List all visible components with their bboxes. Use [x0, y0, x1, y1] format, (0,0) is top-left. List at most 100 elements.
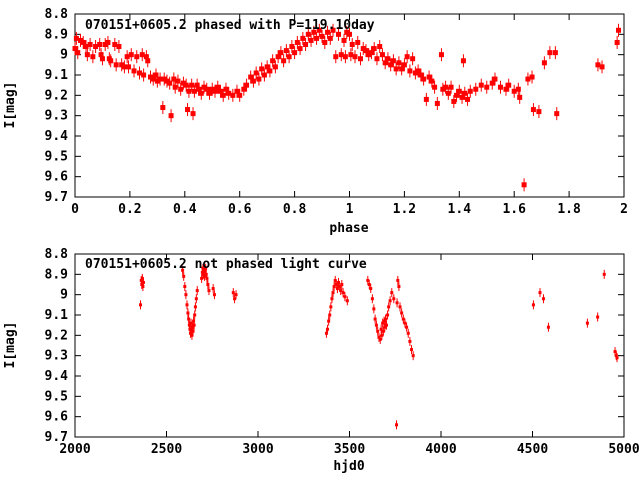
- x-tick-label: 0.2: [118, 202, 141, 217]
- data-point: [341, 291, 345, 295]
- data-point: [72, 46, 78, 52]
- data-point: [404, 54, 410, 60]
- y-tick-label: 8.8: [45, 247, 69, 262]
- data-point: [164, 78, 170, 84]
- data-point: [400, 311, 404, 315]
- x-tick-label: 5000: [608, 442, 639, 457]
- data-point: [343, 295, 347, 299]
- data-point: [331, 291, 335, 295]
- data-point: [212, 293, 216, 297]
- y-tick-label: 9.4: [45, 369, 69, 384]
- data-point: [503, 86, 509, 92]
- data-point: [438, 52, 444, 58]
- data-point: [201, 272, 205, 276]
- y-tick-label: 8.9: [45, 267, 68, 282]
- y-tick-label: 9.5: [45, 389, 68, 404]
- data-point: [382, 319, 386, 323]
- data-point: [234, 293, 238, 297]
- data-point: [337, 280, 341, 284]
- data-point: [84, 52, 90, 58]
- y-tick-label: 9.5: [45, 149, 68, 164]
- data-point: [387, 305, 391, 309]
- data-point: [334, 283, 338, 286]
- data-point: [237, 92, 243, 98]
- data-point: [189, 321, 193, 325]
- data-point: [207, 289, 211, 293]
- data-point: [326, 327, 330, 331]
- data-point: [324, 331, 328, 335]
- data-point: [423, 96, 429, 102]
- data-point: [93, 44, 99, 50]
- x-tick-label: 0.6: [228, 202, 252, 217]
- data-point: [338, 285, 342, 289]
- data-point: [185, 107, 191, 113]
- data-point: [367, 283, 371, 286]
- data-point: [139, 52, 145, 58]
- data-point: [395, 301, 399, 305]
- data-point: [270, 58, 276, 64]
- data-point: [547, 50, 553, 56]
- data-point: [478, 82, 484, 88]
- data-point: [327, 35, 333, 41]
- data-point: [141, 285, 145, 289]
- plot-title: 070151+0605.2 not phased light curve: [85, 257, 367, 272]
- data-point: [546, 325, 550, 329]
- data-point: [531, 303, 535, 307]
- data-point: [393, 66, 399, 72]
- data-point: [366, 278, 370, 282]
- data-point: [497, 84, 503, 90]
- data-point: [223, 86, 229, 92]
- data-point: [397, 285, 401, 289]
- y-tick-label: 9.2: [45, 88, 68, 103]
- data-point: [342, 54, 348, 60]
- data-point: [552, 50, 558, 56]
- data-point: [467, 88, 473, 94]
- data-point: [203, 274, 207, 278]
- data-point: [614, 354, 618, 358]
- axis-tick-labels: 2000 2500 3000 3500 4000 4500 5000 8.8 8.9 9 9.1 9.…: [45, 247, 640, 457]
- data-point: [303, 42, 309, 47]
- data-point: [140, 276, 144, 280]
- data-point: [411, 354, 415, 358]
- data-point: [613, 350, 617, 354]
- data-point: [410, 56, 416, 62]
- data-point: [178, 86, 184, 92]
- data-point: [385, 56, 391, 62]
- data-point: [506, 82, 512, 88]
- data-point: [377, 335, 381, 339]
- data-point: [172, 84, 178, 90]
- data-point: [108, 58, 114, 64]
- data-point: [83, 44, 89, 50]
- data-point: [333, 278, 337, 282]
- data-point: [250, 78, 256, 84]
- data-point: [217, 88, 223, 94]
- x-tick-label: 2000: [59, 442, 90, 457]
- data-point: [554, 111, 560, 117]
- data-point: [215, 84, 221, 90]
- unphased-light-curve-plot: 2000 2500 3000 3500 4000 4500 5000 8.8 8.9 9 9.1 9.…: [3, 247, 640, 474]
- data-point: [347, 31, 352, 37]
- data-point: [289, 44, 295, 50]
- data-point: [399, 66, 405, 72]
- data-point: [147, 74, 153, 80]
- data-point: [525, 76, 531, 82]
- data-point: [311, 29, 317, 35]
- data-point: [134, 54, 140, 60]
- data-point: [473, 86, 479, 92]
- data-point: [278, 50, 284, 56]
- data-point: [396, 278, 400, 282]
- data-point: [113, 62, 119, 68]
- data-points: [72, 23, 622, 192]
- data-point: [305, 31, 311, 37]
- data-point: [403, 321, 407, 325]
- y-tick-label: 9.1: [45, 68, 69, 83]
- x-tick-label: 1.4: [448, 202, 472, 217]
- data-point: [190, 325, 194, 329]
- data-point: [521, 182, 527, 188]
- data-point: [226, 90, 232, 96]
- data-point: [517, 94, 523, 100]
- data-point: [340, 283, 344, 286]
- data-point: [412, 70, 418, 76]
- data-point: [186, 311, 190, 315]
- data-point: [408, 339, 412, 343]
